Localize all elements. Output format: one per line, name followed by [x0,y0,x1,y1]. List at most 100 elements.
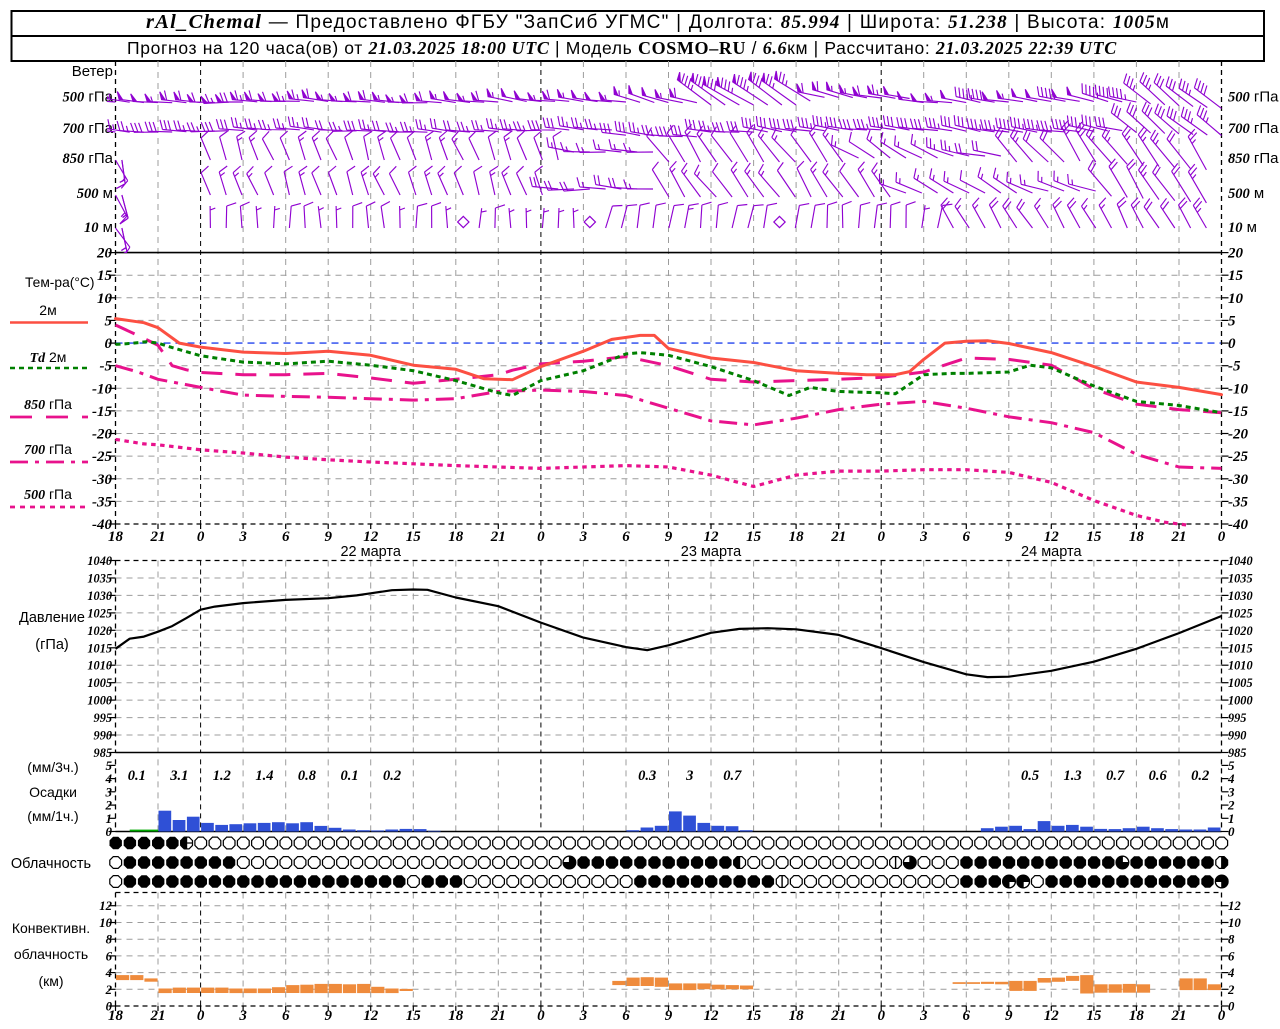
svg-text:3: 3 [579,529,588,545]
svg-text:21: 21 [490,529,506,545]
svg-text:2м: 2м [39,302,56,318]
svg-text:18: 18 [448,1008,464,1024]
svg-text:10 м: 10 м [84,219,113,236]
svg-text:1.3: 1.3 [1064,768,1082,784]
svg-text:(гПа): (гПа) [35,637,68,653]
svg-text:12: 12 [704,529,720,545]
svg-text:-30: -30 [92,472,112,488]
svg-text:2: 2 [105,983,113,997]
svg-text:0: 0 [537,1008,545,1024]
svg-text:(мм/3ч.): (мм/3ч.) [27,759,78,775]
svg-text:3: 3 [1227,784,1235,799]
svg-text:0: 0 [877,1008,885,1024]
svg-text:6: 6 [963,1008,971,1024]
svg-text:10: 10 [1228,916,1241,930]
svg-text:15: 15 [406,529,422,545]
svg-text:Давление: Давление [19,610,85,626]
svg-text:18: 18 [789,529,805,545]
svg-text:985: 985 [1228,746,1246,760]
svg-text:500 м: 500 м [77,185,113,202]
svg-text:1.2: 1.2 [213,768,231,784]
svg-text:12: 12 [1044,529,1060,545]
svg-text:21: 21 [830,1008,846,1024]
svg-text:700 гПа: 700 гПа [24,441,72,458]
svg-text:1000: 1000 [87,694,112,708]
svg-text:12: 12 [1044,1008,1060,1024]
svg-text:21: 21 [490,1008,506,1024]
svg-text:12: 12 [1228,899,1241,913]
svg-text:8: 8 [106,933,113,947]
svg-text:500 гПа: 500 гПа [1228,89,1279,106]
svg-text:1030: 1030 [87,589,112,603]
svg-text:0: 0 [197,1008,205,1024]
svg-text:1005: 1005 [87,676,112,690]
svg-text:Тем-ра(°C): Тем-ра(°C) [25,275,94,290]
svg-text:0.5: 0.5 [1021,768,1039,784]
svg-text:0: 0 [106,824,113,839]
svg-text:0.1: 0.1 [340,768,358,784]
svg-text:5: 5 [1228,758,1235,773]
svg-text:1000: 1000 [1228,694,1253,708]
svg-text:9: 9 [1005,529,1013,545]
svg-text:-5: -5 [100,359,113,375]
svg-text:-35: -35 [92,494,112,510]
svg-text:3: 3 [238,529,247,545]
svg-text:5: 5 [1228,313,1236,329]
svg-text:Осадки: Осадки [29,784,77,800]
svg-text:20: 20 [96,246,113,262]
svg-text:15: 15 [1228,268,1244,284]
svg-text:4: 4 [105,966,113,980]
svg-text:990: 990 [94,729,112,743]
svg-text:15: 15 [406,1008,422,1024]
svg-text:850 гПа: 850 гПа [62,150,113,167]
svg-text:4: 4 [1227,771,1235,786]
svg-text:1020: 1020 [87,624,112,638]
svg-text:1040: 1040 [87,554,112,568]
svg-text:12: 12 [99,899,112,913]
svg-text:0.2: 0.2 [1191,768,1209,784]
svg-text:1015: 1015 [87,641,112,655]
svg-text:0.7: 0.7 [1106,768,1125,784]
svg-text:995: 995 [1228,711,1246,725]
svg-text:0.2: 0.2 [383,768,401,784]
svg-text:-40: -40 [1228,517,1248,533]
svg-text:12: 12 [704,1008,720,1024]
svg-text:3: 3 [919,529,928,545]
svg-text:3: 3 [579,1008,588,1024]
svg-text:1: 1 [106,811,113,826]
svg-text:18: 18 [448,529,464,545]
svg-text:9: 9 [1005,1008,1013,1024]
svg-text:500 гПа: 500 гПа [62,89,113,106]
svg-text:1.4: 1.4 [255,768,273,784]
svg-text:1040: 1040 [1228,554,1253,568]
svg-text:21: 21 [150,529,166,545]
svg-text:облачность: облачность [14,946,88,962]
svg-text:985: 985 [94,746,112,760]
svg-text:6: 6 [106,949,113,963]
svg-text:18: 18 [1129,529,1145,545]
svg-text:700 гПа: 700 гПа [1228,120,1279,137]
svg-text:6: 6 [1228,949,1235,963]
svg-text:-10: -10 [1228,381,1248,397]
svg-text:-15: -15 [1228,404,1248,420]
svg-text:Конвективн.: Конвективн. [12,920,90,936]
svg-text:700 гПа: 700 гПа [62,120,113,137]
svg-text:21: 21 [1171,529,1187,545]
svg-text:0: 0 [1218,529,1226,545]
svg-text:(км): (км) [38,973,63,989]
svg-text:5: 5 [105,313,113,329]
svg-text:3: 3 [105,784,113,799]
svg-text:-20: -20 [1228,427,1248,443]
svg-text:15: 15 [97,268,113,284]
svg-text:4: 4 [105,771,113,786]
svg-text:Облачность: Облачность [11,856,91,872]
svg-text:Прогноз на 120 часа(ов) от 21.: Прогноз на 120 часа(ов) от 21.03.2025 18… [127,38,1117,58]
svg-text:1025: 1025 [1228,606,1253,620]
svg-text:0: 0 [105,336,113,352]
svg-text:1010: 1010 [1228,659,1253,673]
svg-text:-15: -15 [92,404,112,420]
svg-text:(мм/1ч.): (мм/1ч.) [27,808,78,824]
svg-text:23 марта: 23 марта [681,544,742,560]
svg-text:-20: -20 [92,427,112,443]
svg-text:15: 15 [1086,1008,1102,1024]
